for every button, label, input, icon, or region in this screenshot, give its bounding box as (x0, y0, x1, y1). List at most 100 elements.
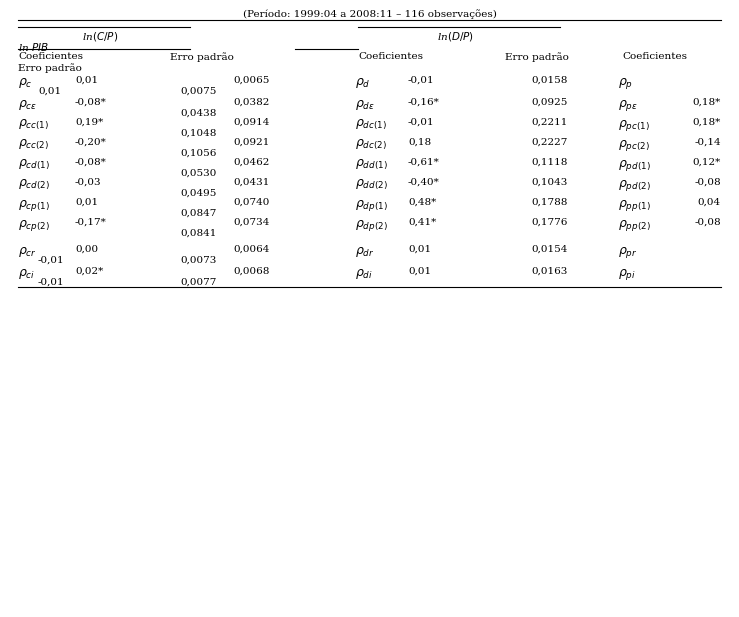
Text: -0,16*: -0,16* (408, 98, 440, 107)
Text: -0,03: -0,03 (75, 178, 102, 187)
Text: 0,04: 0,04 (698, 198, 721, 207)
Text: $\rho_{pr}$: $\rho_{pr}$ (618, 245, 638, 260)
Text: 0,01: 0,01 (408, 245, 431, 254)
Text: $\rho_{cd(2)}$: $\rho_{cd(2)}$ (18, 178, 50, 193)
Text: $\rho_{cp(1)}$: $\rho_{cp(1)}$ (18, 198, 50, 213)
Text: -0,01: -0,01 (38, 278, 64, 287)
Text: 0,0914: 0,0914 (234, 118, 270, 127)
Text: 0,0462: 0,0462 (234, 158, 270, 167)
Text: $\rho_{ci}$: $\rho_{ci}$ (18, 267, 35, 281)
Text: $\rho_{dr}$: $\rho_{dr}$ (355, 245, 375, 259)
Text: Erro padrão: Erro padrão (170, 52, 234, 62)
Text: $\rho_d$: $\rho_d$ (355, 76, 370, 90)
Text: 0,0495: 0,0495 (180, 189, 217, 198)
Text: Erro padrão: Erro padrão (505, 52, 569, 62)
Text: 0,0734: 0,0734 (234, 218, 270, 227)
Text: -0,01: -0,01 (408, 76, 435, 85)
Text: -0,14: -0,14 (695, 138, 721, 147)
Text: 0,0077: 0,0077 (180, 278, 217, 287)
Text: 0,0382: 0,0382 (234, 98, 270, 107)
Text: $\rho_{cc(1)}$: $\rho_{cc(1)}$ (18, 118, 50, 132)
Text: $\rho_{c\varepsilon}$: $\rho_{c\varepsilon}$ (18, 98, 37, 112)
Text: 0,0064: 0,0064 (234, 245, 270, 254)
Text: 0,1118: 0,1118 (531, 158, 568, 167)
Text: $\rho_{cp(2)}$: $\rho_{cp(2)}$ (18, 218, 50, 233)
Text: 0,0068: 0,0068 (234, 267, 270, 276)
Text: $\rho_{cc(2)}$: $\rho_{cc(2)}$ (18, 138, 50, 152)
Text: 0,0065: 0,0065 (234, 76, 270, 85)
Text: $\rho_{pc(2)}$: $\rho_{pc(2)}$ (618, 138, 650, 153)
Text: 0,01: 0,01 (75, 76, 98, 85)
Text: 0,1788: 0,1788 (531, 198, 568, 207)
Text: -0,40*: -0,40* (408, 178, 440, 187)
Text: $\rho_{cr}$: $\rho_{cr}$ (18, 245, 37, 259)
Text: -0,61*: -0,61* (408, 158, 440, 167)
Text: -0,20*: -0,20* (75, 138, 106, 147)
Text: Coeficientes: Coeficientes (358, 52, 423, 61)
Text: $\rho_{cd(1)}$: $\rho_{cd(1)}$ (18, 158, 50, 172)
Text: -0,08: -0,08 (695, 218, 721, 227)
Text: $\rho_{dp(2)}$: $\rho_{dp(2)}$ (355, 218, 388, 233)
Text: $\rho_{dd(2)}$: $\rho_{dd(2)}$ (355, 178, 388, 193)
Text: 0,01: 0,01 (75, 198, 98, 207)
Text: ln$(D/P)$: ln$(D/P)$ (437, 30, 474, 43)
Text: 0,0431: 0,0431 (234, 178, 270, 187)
Text: 0,0841: 0,0841 (180, 229, 217, 238)
Text: ln $PIB$: ln $PIB$ (18, 41, 49, 53)
Text: $\rho_{pp(1)}$: $\rho_{pp(1)}$ (618, 198, 651, 213)
Text: $\rho_{pd(2)}$: $\rho_{pd(2)}$ (618, 178, 651, 193)
Text: ln$(C/P)$: ln$(C/P)$ (82, 30, 118, 43)
Text: $\rho_{d\varepsilon}$: $\rho_{d\varepsilon}$ (355, 98, 375, 112)
Text: 0,0740: 0,0740 (234, 198, 270, 207)
Text: $\rho_{pc(1)}$: $\rho_{pc(1)}$ (618, 118, 650, 133)
Text: Coeficientes: Coeficientes (622, 52, 687, 61)
Text: 0,0925: 0,0925 (531, 98, 568, 107)
Text: $\rho_p$: $\rho_p$ (618, 76, 633, 91)
Text: $\rho_{pd(1)}$: $\rho_{pd(1)}$ (618, 158, 651, 173)
Text: (Período: 1999:04 a 2008:11 – 116 observações): (Período: 1999:04 a 2008:11 – 116 observ… (243, 9, 497, 19)
Text: 0,1056: 0,1056 (180, 149, 217, 158)
Text: $\rho_{pi}$: $\rho_{pi}$ (618, 267, 636, 282)
Text: $\rho_{p\varepsilon}$: $\rho_{p\varepsilon}$ (618, 98, 638, 113)
Text: $\rho_{dd(1)}$: $\rho_{dd(1)}$ (355, 158, 388, 172)
Text: $\rho_{pp(2)}$: $\rho_{pp(2)}$ (618, 218, 651, 233)
Text: $\rho_{dc(2)}$: $\rho_{dc(2)}$ (355, 138, 387, 152)
Text: -0,01: -0,01 (38, 256, 64, 265)
Text: Coeficientes: Coeficientes (18, 52, 83, 61)
Text: 0,19*: 0,19* (75, 118, 103, 127)
Text: 0,18*: 0,18* (692, 118, 721, 127)
Text: 0,0163: 0,0163 (531, 267, 568, 276)
Text: 0,2211: 0,2211 (531, 118, 568, 127)
Text: 0,0073: 0,0073 (180, 256, 217, 265)
Text: 0,1043: 0,1043 (531, 178, 568, 187)
Text: 0,02*: 0,02* (75, 267, 103, 276)
Text: 0,0530: 0,0530 (180, 169, 217, 178)
Text: 0,0158: 0,0158 (531, 76, 568, 85)
Text: $\rho_c$: $\rho_c$ (18, 76, 33, 90)
Text: 0,12*: 0,12* (692, 158, 721, 167)
Text: 0,1048: 0,1048 (180, 129, 217, 138)
Text: 0,0154: 0,0154 (531, 245, 568, 254)
Text: 0,18: 0,18 (408, 138, 431, 147)
Text: $\rho_{di}$: $\rho_{di}$ (355, 267, 373, 281)
Text: 0,01: 0,01 (408, 267, 431, 276)
Text: -0,08*: -0,08* (75, 158, 106, 167)
Text: -0,08*: -0,08* (75, 98, 106, 107)
Text: 0,2227: 0,2227 (531, 138, 568, 147)
Text: 0,00: 0,00 (75, 245, 98, 254)
Text: 0,0438: 0,0438 (180, 109, 217, 118)
Text: -0,17*: -0,17* (75, 218, 106, 227)
Text: $\rho_{dc(1)}$: $\rho_{dc(1)}$ (355, 118, 387, 132)
Text: 0,0921: 0,0921 (234, 138, 270, 147)
Text: 0,1776: 0,1776 (531, 218, 568, 227)
Text: 0,48*: 0,48* (408, 198, 436, 207)
Text: 0,41*: 0,41* (408, 218, 436, 227)
Text: $\rho_{dp(1)}$: $\rho_{dp(1)}$ (355, 198, 388, 213)
Text: Erro padrão: Erro padrão (18, 63, 82, 73)
Text: -0,01: -0,01 (408, 118, 435, 127)
Text: 0,0075: 0,0075 (180, 87, 217, 96)
Text: 0,0847: 0,0847 (180, 209, 217, 218)
Text: -0,08: -0,08 (695, 178, 721, 187)
Text: 0,18*: 0,18* (692, 98, 721, 107)
Text: 0,01: 0,01 (38, 87, 61, 96)
